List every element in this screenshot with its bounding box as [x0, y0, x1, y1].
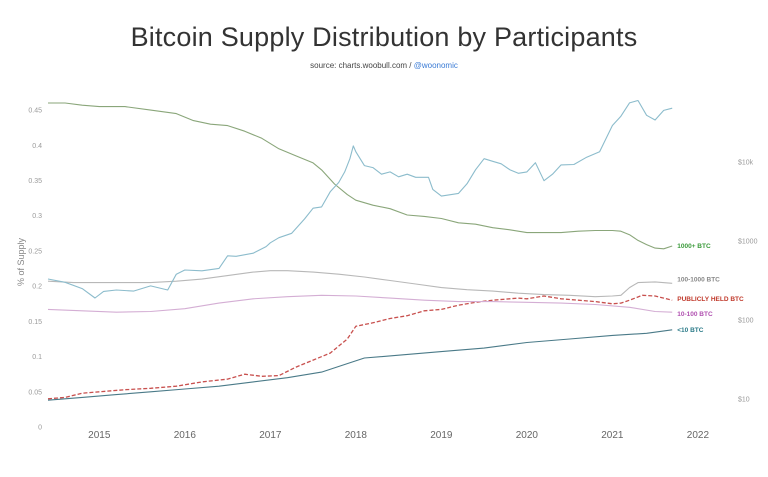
y-tick-label: 0.4	[32, 143, 42, 150]
btc-price-line	[47, 99, 673, 299]
price-tick-label: $10	[738, 397, 750, 404]
series-line	[47, 270, 673, 298]
chart-title: Bitcoin Supply Distribution by Participa…	[130, 22, 638, 52]
series-line	[47, 329, 673, 401]
axes-group: % of Supply 0 0.05 0.1 0.15 0.2 0.25 0.3 0.35 0.4…	[16, 108, 758, 441]
y-tick-label: 0.05	[28, 389, 42, 396]
series-label: PUBLICLY HELD BTC	[677, 296, 744, 303]
y-tick-label: 0.35	[28, 178, 42, 185]
series-lines-group	[47, 99, 673, 401]
x-tick-label: 2019	[430, 430, 453, 441]
y-axis-label: % of Supply	[16, 237, 26, 286]
x-tick-label: 2022	[687, 430, 710, 441]
series-line	[47, 294, 673, 313]
x-tick-label: 2020	[516, 430, 539, 441]
source-handle[interactable]: @woonomic	[413, 61, 458, 70]
series-labels-group: 1000+ BTC 100-1000 BTC PUBLICLY HELD BTC 10…	[677, 243, 744, 334]
y-tick-label: 0.1	[32, 354, 42, 361]
y-tick-label: 0.3	[32, 213, 42, 220]
y-tick-label: 0.2	[32, 284, 42, 291]
price-tick-label: $10k	[738, 160, 754, 167]
x-tick-label: 2018	[345, 430, 368, 441]
price-tick-label: $1000	[738, 239, 758, 246]
x-tick-label: 2021	[601, 430, 624, 441]
series-line	[47, 294, 673, 400]
price-tick-label: $100	[738, 318, 754, 325]
series-label: 100-1000 BTC	[677, 276, 720, 283]
y-tick-label: 0.15	[28, 319, 42, 326]
series-label: <10 BTC	[677, 327, 703, 334]
source-prefix: source: charts.woobull.com /	[310, 61, 414, 70]
series-line	[48, 102, 673, 250]
series-label: 1000+ BTC	[677, 243, 711, 250]
x-tick-label: 2016	[174, 430, 197, 441]
chart-source: source: charts.woobull.com / @woonomic	[0, 61, 768, 70]
series-label: 10-100 BTC	[677, 311, 713, 318]
y-tick-label: 0.25	[28, 248, 42, 255]
y-tick-label: 0.45	[28, 108, 42, 115]
x-tick-label: 2015	[88, 430, 111, 441]
x-tick-label: 2017	[259, 430, 282, 441]
y-tick-label: 0	[38, 425, 42, 432]
